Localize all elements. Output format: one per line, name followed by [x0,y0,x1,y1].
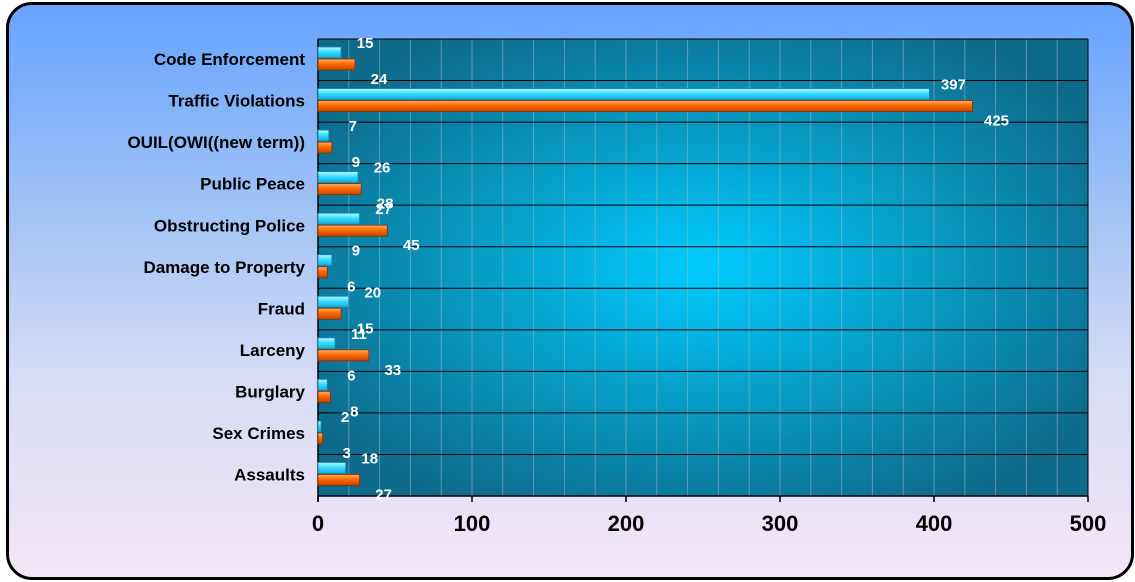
bar-series-1 [317,420,322,433]
data-label-series-2: 28 [377,196,394,213]
bar-series-2 [317,100,973,112]
plot-area [318,39,1088,496]
bar-series-1 [317,46,342,59]
data-label-series-1: 26 [374,160,391,177]
category-label: Burglary [235,382,305,401]
x-tick-label: 500 [1070,511,1107,536]
chart-frame: 0 100 200 300 400 500 Code Enforcement 15 24 Traf… [6,2,1134,580]
data-label-series-2: 24 [371,71,388,88]
category-label: Traffic Violations [168,92,305,111]
data-label-series-2: 33 [384,362,401,379]
data-label-series-1: 397 [941,77,966,94]
category-label: Code Enforcement [154,50,305,69]
bar-series-1 [317,212,360,225]
bar-series-1 [317,254,333,267]
data-label-series-1: 2 [341,409,349,426]
bar-series-2 [317,307,342,320]
bar-series-2 [317,183,362,196]
data-label-series-1: 11 [351,326,367,343]
bar-series-2 [317,141,333,154]
category-label: OUIL(OWI((new term)) [127,133,305,152]
bar-series-2 [317,432,324,445]
x-tick-label: 200 [608,511,645,536]
data-label-series-1: 7 [349,118,357,135]
bar-series-1 [317,171,359,184]
bar-series-1 [317,378,328,391]
data-label-series-2: 425 [984,113,1009,130]
data-label-series-1: 6 [347,367,355,384]
labels: 0 100 200 300 400 500 Code Enforcement 15 24 Traf… [127,35,1106,536]
x-tick-label: 400 [916,511,953,536]
bars [317,46,973,486]
data-label-series-2: 45 [403,237,420,254]
bar-series-2 [317,474,360,486]
bar-series-2 [317,58,356,71]
x-tick-label: 300 [762,511,799,536]
category-label: Larceny [240,341,306,360]
category-label: Assaults [234,466,305,485]
category-label: Fraud [258,299,305,318]
bar-series-1 [317,462,347,474]
data-label-series-1: 9 [352,243,360,260]
data-label-series-2: 3 [342,445,350,462]
bar-series-1 [317,88,930,100]
bar-series-1 [317,337,336,350]
data-label-series-1: 18 [361,450,378,467]
category-label: Public Peace [200,175,305,194]
data-label-series-1: 15 [357,35,374,52]
data-label-series-2: 27 [375,486,392,503]
gridlines [317,38,1089,502]
data-label-series-2: 8 [350,403,358,420]
data-label-series-2: 6 [347,279,355,296]
bar-series-1 [317,295,350,308]
bar-series-1 [317,129,330,142]
x-tick-label: 0 [312,511,324,536]
category-label: Sex Crimes [212,424,305,443]
x-tick-label: 100 [454,511,491,536]
data-label-series-2: 15 [357,320,374,337]
category-label: Obstructing Police [154,216,305,235]
bar-series-2 [317,224,388,237]
bar-series-2 [317,390,331,403]
data-label-series-1: 20 [364,284,381,301]
bar-series-2 [317,349,370,362]
bar-chart: 0 100 200 300 400 500 Code Enforcement 15 24 Traf… [127,35,1106,536]
data-label-series-2: 9 [352,154,360,171]
data-label-series-1: 27 [375,201,392,218]
bar-series-2 [317,266,328,279]
category-label: Damage to Property [143,258,305,277]
